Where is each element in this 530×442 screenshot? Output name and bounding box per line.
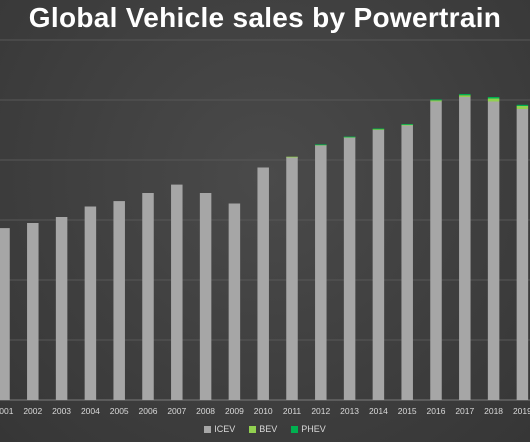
x-tick-label-2015: 2015 <box>398 406 417 416</box>
x-tick-label-2010: 2010 <box>254 406 273 416</box>
x-tick-label-2016: 2016 <box>427 406 446 416</box>
x-tick-label-2005: 2005 <box>110 406 129 416</box>
legend-swatch-phev <box>291 425 299 433</box>
bar-phev-2012 <box>315 144 327 146</box>
x-tick-label-2014: 2014 <box>369 406 388 416</box>
bar-bev-2011 <box>286 156 298 158</box>
x-tick-label-2012: 2012 <box>311 406 330 416</box>
x-tick-label-2019: 2019 <box>513 406 530 416</box>
x-tick-label-2001: 2001 <box>0 406 14 416</box>
bar-phev-2017 <box>459 94 471 96</box>
bar-icev-2018 <box>487 101 500 400</box>
x-tick-label-2018: 2018 <box>484 406 503 416</box>
bar-icev-2014 <box>372 130 385 400</box>
x-tick-label-2003: 2003 <box>52 406 71 416</box>
bar-icev-2016 <box>430 101 442 400</box>
bar-phev-2016 <box>430 99 442 101</box>
bar-phev-2019 <box>516 104 529 106</box>
bar-icev-2019 <box>516 109 529 400</box>
bar-icev-2017 <box>459 97 471 400</box>
x-tick-label-2008: 2008 <box>196 406 215 416</box>
bar-icev-2009 <box>228 203 241 400</box>
bar-bev-2019 <box>516 106 529 109</box>
bar-icev-2008 <box>199 193 212 400</box>
bar-icev-2006 <box>142 193 154 400</box>
x-tick-label-2017: 2017 <box>455 406 474 416</box>
bar-phev-2015 <box>401 124 413 125</box>
bar-icev-2010 <box>257 167 269 400</box>
x-tick-label-2009: 2009 <box>225 406 244 416</box>
legend-item-bev: BEV <box>249 424 277 434</box>
x-tick-label-2006: 2006 <box>139 406 158 416</box>
bar-bev-2015 <box>401 124 413 126</box>
legend-swatch-bev <box>249 425 257 433</box>
bar-phev-2014 <box>372 128 385 130</box>
legend-swatch-icev <box>204 425 212 433</box>
legend-label-phev: PHEV <box>301 424 326 434</box>
bar-icev-2005 <box>113 201 125 400</box>
bar-bev-2018 <box>487 98 500 102</box>
bar-icev-2011 <box>286 157 298 400</box>
bar-icev-2001 <box>0 228 10 400</box>
legend-item-phev: PHEV <box>291 424 326 434</box>
x-tick-label-2002: 2002 <box>23 406 42 416</box>
legend-label-bev: BEV <box>259 424 278 434</box>
bar-bev-2014 <box>372 129 385 130</box>
chart-title: Global Vehicle sales by Powertrain <box>28 2 502 33</box>
bar-icev-2015 <box>401 125 413 400</box>
legend-item-icev: ICEV <box>204 424 235 434</box>
bar-icev-2003 <box>55 217 68 400</box>
bar-icev-2013 <box>343 137 356 400</box>
bar-bev-2016 <box>430 100 442 102</box>
x-tick-label-2007: 2007 <box>167 406 186 416</box>
x-tick-label-2013: 2013 <box>340 406 359 416</box>
chart-legend: ICEV BEV PHEV <box>0 424 530 434</box>
bar-icev-2012 <box>315 145 327 400</box>
bar-icev-2004 <box>84 206 97 400</box>
bar-icev-2002 <box>27 223 39 400</box>
x-tick-label-2004: 2004 <box>81 406 100 416</box>
bar-bev-2017 <box>459 95 471 97</box>
x-tick-label-2011: 2011 <box>283 406 302 416</box>
bar-icev-2007 <box>171 184 183 400</box>
bar-phev-2013 <box>343 136 356 138</box>
bar-phev-2018 <box>487 97 500 99</box>
legend-label-icev: ICEV <box>214 424 236 434</box>
